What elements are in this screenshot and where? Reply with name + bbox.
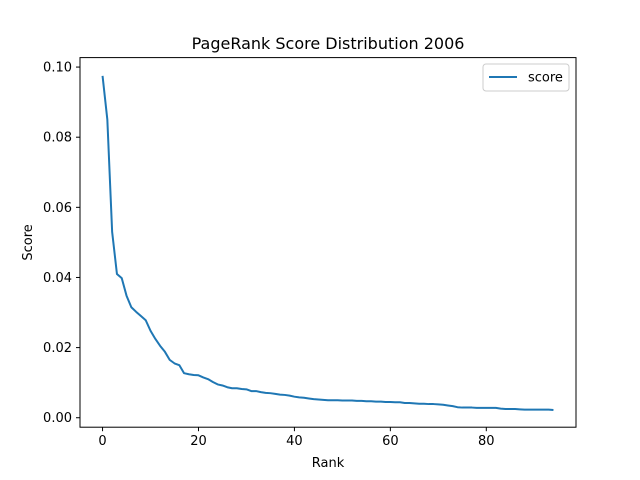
y-tick-label: 0.00	[43, 411, 72, 426]
x-tick-label: 60	[382, 434, 399, 449]
plot-area	[101, 75, 554, 412]
x-tick-label: 20	[190, 434, 207, 449]
y-tick-label: 0.04	[43, 271, 72, 286]
y-tick-label: 0.02	[43, 341, 72, 356]
series-line-score	[101, 75, 554, 412]
y-axis-label: Score	[21, 224, 36, 260]
x-axis-label: Rank	[312, 456, 345, 471]
y-tick-label: 0.10	[43, 61, 72, 76]
legend-box	[482, 63, 570, 92]
y-axis: 0.00 0.02 0.04 0.06 0.08 0.10	[43, 61, 80, 426]
legend-label-score: score	[528, 71, 563, 86]
chart-title: PageRank Score Distribution 2006	[192, 34, 465, 53]
x-tick-label: 40	[286, 434, 303, 449]
x-tick-label: 80	[478, 434, 495, 449]
legend: score	[482, 63, 570, 92]
y-tick-label: 0.06	[43, 201, 72, 216]
axes-frame	[79, 57, 577, 428]
x-axis: 0 20 40 60 80	[98, 427, 495, 449]
y-tick-label: 0.08	[43, 131, 72, 146]
x-tick-label: 0	[98, 434, 106, 449]
